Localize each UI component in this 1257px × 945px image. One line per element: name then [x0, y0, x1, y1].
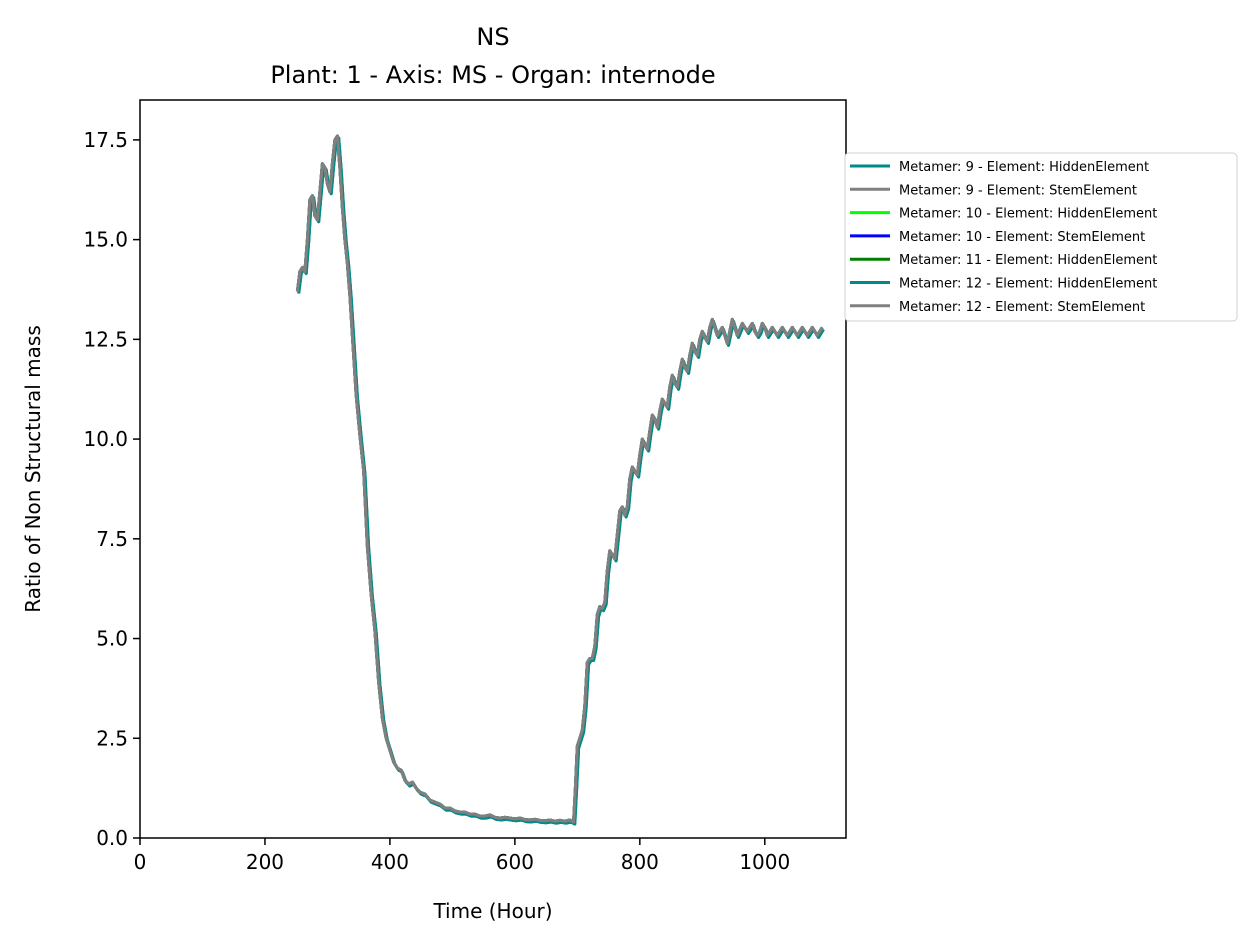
legend-label-4: Metamer: 11 - Element: HiddenElement: [899, 253, 1157, 268]
y-tick-label: 17.5: [83, 128, 128, 152]
chart-subtitle: Plant: 1 - Axis: MS - Organ: internode: [270, 61, 715, 89]
y-tick-label: 15.0: [83, 228, 128, 252]
y-tick-label: 5.0: [96, 627, 128, 651]
y-tick-label: 0.0: [96, 826, 128, 850]
y-axis-label: Ratio of Non Structural mass: [21, 325, 45, 613]
x-tick-label: 200: [246, 850, 284, 874]
x-tick-label: 600: [496, 850, 534, 874]
y-tick-label: 12.5: [83, 327, 128, 351]
legend-label-1: Metamer: 9 - Element: StemElement: [899, 183, 1137, 198]
plot-frame: [139, 99, 847, 839]
legend-frame: [844, 152, 1238, 322]
x-axis: 0 200 400 600 800 1000: [134, 838, 790, 874]
x-tick-label: 1000: [739, 850, 790, 874]
y-tick-label: 10.0: [83, 427, 128, 451]
legend-label-2: Metamer: 10 - Element: HiddenElement: [899, 207, 1157, 222]
series-line-6: [295, 134, 824, 824]
y-tick-label: 2.5: [96, 726, 128, 750]
y-tick-label: 7.5: [96, 527, 128, 551]
legend-label-0: Metamer: 9 - Element: HiddenElement: [899, 160, 1149, 175]
chart-title: NS: [476, 23, 509, 51]
x-tick-label: 400: [371, 850, 409, 874]
legend-label-5: Metamer: 12 - Element: HiddenElement: [899, 277, 1157, 292]
x-tick-label: 800: [621, 850, 659, 874]
legend: Metamer: 9 - Element: HiddenElement Metam…: [844, 152, 1238, 322]
x-axis-label: Time (Hour): [432, 899, 552, 923]
x-tick-label: 0: [134, 850, 147, 874]
y-axis: 0.0 2.5 5.0 7.5 10.0 12.5 15.0 17.5: [83, 128, 140, 850]
legend-label-6: Metamer: 12 - Element: StemElement: [899, 300, 1145, 315]
legend-label-3: Metamer: 10 - Element: StemElement: [899, 230, 1145, 245]
plot-lines: [295, 134, 825, 826]
